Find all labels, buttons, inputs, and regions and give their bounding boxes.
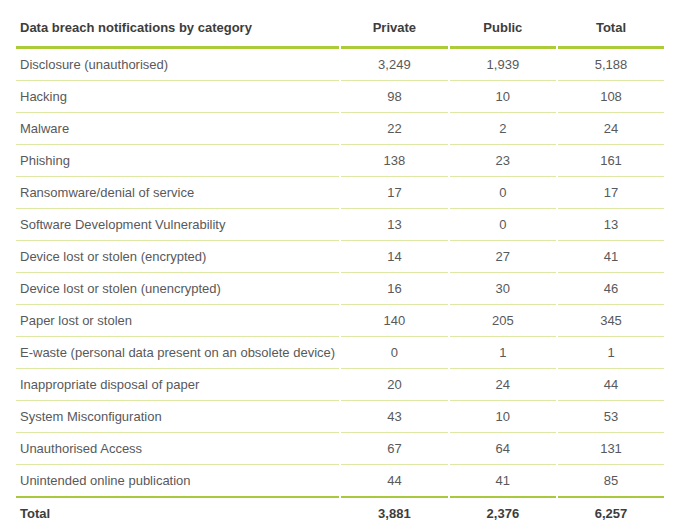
category-cell: Device lost or stolen (encrypted) bbox=[16, 241, 339, 273]
public-cell: 10 bbox=[450, 81, 556, 113]
public-cell: 64 bbox=[450, 433, 556, 465]
header-total: Total bbox=[558, 12, 664, 49]
private-cell: 16 bbox=[341, 273, 448, 305]
category-cell: Hacking bbox=[16, 81, 339, 113]
table-row: Device lost or stolen (unencrypted) 16 3… bbox=[16, 273, 664, 305]
table-row: Unintended online publication 44 41 85 bbox=[16, 465, 664, 498]
total-total: 6,257 bbox=[558, 498, 664, 527]
category-cell: Malware bbox=[16, 113, 339, 145]
total-cell: 17 bbox=[558, 177, 664, 209]
public-cell: 1 bbox=[450, 337, 556, 369]
public-cell: 0 bbox=[450, 209, 556, 241]
private-cell: 67 bbox=[341, 433, 448, 465]
total-cell: 108 bbox=[558, 81, 664, 113]
private-cell: 43 bbox=[341, 401, 448, 433]
private-cell: 17 bbox=[341, 177, 448, 209]
table-row: System Misconfiguration 43 10 53 bbox=[16, 401, 664, 433]
breach-notifications-table: Data breach notifications by category Pr… bbox=[14, 12, 666, 527]
total-cell: 41 bbox=[558, 241, 664, 273]
category-cell: E-waste (personal data present on an obs… bbox=[16, 337, 339, 369]
table-row: Unauthorised Access 67 64 131 bbox=[16, 433, 664, 465]
total-cell: 5,188 bbox=[558, 49, 664, 81]
category-cell: Software Development Vulnerability bbox=[16, 209, 339, 241]
header-row: Data breach notifications by category Pr… bbox=[16, 12, 664, 49]
table-row: Disclosure (unauthorised) 3,249 1,939 5,… bbox=[16, 49, 664, 81]
private-cell: 0 bbox=[341, 337, 448, 369]
header-private: Private bbox=[341, 12, 448, 49]
total-row: Total 3,881 2,376 6,257 bbox=[16, 498, 664, 527]
private-cell: 44 bbox=[341, 465, 448, 498]
total-cell: 46 bbox=[558, 273, 664, 305]
public-cell: 41 bbox=[450, 465, 556, 498]
category-cell: Phishing bbox=[16, 145, 339, 177]
private-cell: 20 bbox=[341, 369, 448, 401]
total-cell: 13 bbox=[558, 209, 664, 241]
total-private: 3,881 bbox=[341, 498, 448, 527]
public-cell: 30 bbox=[450, 273, 556, 305]
category-cell: Device lost or stolen (unencrypted) bbox=[16, 273, 339, 305]
private-cell: 140 bbox=[341, 305, 448, 337]
table-row: Phishing 138 23 161 bbox=[16, 145, 664, 177]
table-row: E-waste (personal data present on an obs… bbox=[16, 337, 664, 369]
total-cell: 1 bbox=[558, 337, 664, 369]
total-cell: 131 bbox=[558, 433, 664, 465]
total-public: 2,376 bbox=[450, 498, 556, 527]
total-cell: 345 bbox=[558, 305, 664, 337]
category-cell: Unintended online publication bbox=[16, 465, 339, 498]
total-cell: 53 bbox=[558, 401, 664, 433]
table-row: Inappropriate disposal of paper 20 24 44 bbox=[16, 369, 664, 401]
total-cell: 161 bbox=[558, 145, 664, 177]
category-cell: Disclosure (unauthorised) bbox=[16, 49, 339, 81]
category-cell: Inappropriate disposal of paper bbox=[16, 369, 339, 401]
private-cell: 22 bbox=[341, 113, 448, 145]
total-cell: 44 bbox=[558, 369, 664, 401]
table-body: Disclosure (unauthorised) 3,249 1,939 5,… bbox=[16, 49, 664, 498]
table-row: Ransomware/denial of service 17 0 17 bbox=[16, 177, 664, 209]
table-row: Software Development Vulnerability 13 0 … bbox=[16, 209, 664, 241]
public-cell: 23 bbox=[450, 145, 556, 177]
public-cell: 10 bbox=[450, 401, 556, 433]
category-cell: Ransomware/denial of service bbox=[16, 177, 339, 209]
page: Data breach notifications by category Pr… bbox=[0, 0, 680, 527]
total-label: Total bbox=[16, 498, 339, 527]
table-row: Hacking 98 10 108 bbox=[16, 81, 664, 113]
public-cell: 24 bbox=[450, 369, 556, 401]
total-cell: 24 bbox=[558, 113, 664, 145]
private-cell: 138 bbox=[341, 145, 448, 177]
public-cell: 1,939 bbox=[450, 49, 556, 81]
public-cell: 2 bbox=[450, 113, 556, 145]
category-cell: Paper lost or stolen bbox=[16, 305, 339, 337]
category-cell: Unauthorised Access bbox=[16, 433, 339, 465]
private-cell: 13 bbox=[341, 209, 448, 241]
header-category: Data breach notifications by category bbox=[16, 12, 339, 49]
private-cell: 98 bbox=[341, 81, 448, 113]
table-row: Malware 22 2 24 bbox=[16, 113, 664, 145]
table-footer: Total 3,881 2,376 6,257 bbox=[16, 498, 664, 527]
private-cell: 3,249 bbox=[341, 49, 448, 81]
public-cell: 205 bbox=[450, 305, 556, 337]
public-cell: 27 bbox=[450, 241, 556, 273]
header-public: Public bbox=[450, 12, 556, 49]
table-row: Device lost or stolen (encrypted) 14 27 … bbox=[16, 241, 664, 273]
table-row: Paper lost or stolen 140 205 345 bbox=[16, 305, 664, 337]
public-cell: 0 bbox=[450, 177, 556, 209]
category-cell: System Misconfiguration bbox=[16, 401, 339, 433]
total-cell: 85 bbox=[558, 465, 664, 498]
table-header: Data breach notifications by category Pr… bbox=[16, 12, 664, 49]
private-cell: 14 bbox=[341, 241, 448, 273]
